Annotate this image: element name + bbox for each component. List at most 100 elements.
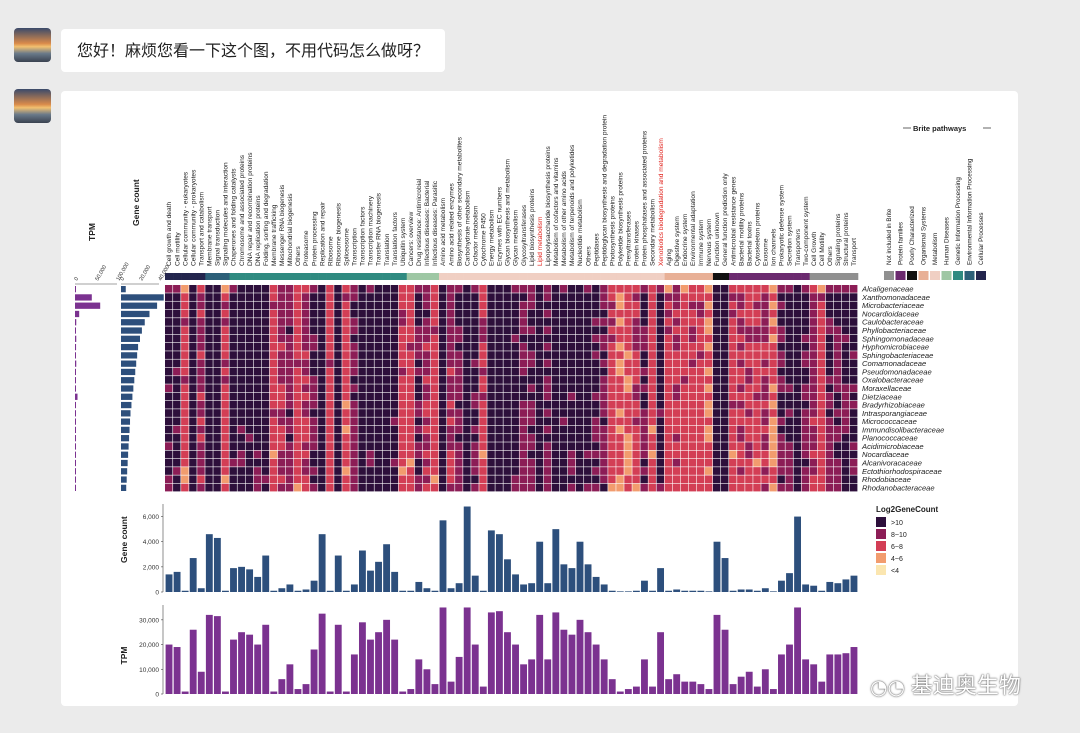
heatmap-cell xyxy=(430,450,439,459)
heatmap-cell xyxy=(237,334,245,343)
heatmap-cell xyxy=(664,467,673,475)
heatmap-cell xyxy=(680,425,689,434)
heatmap-cell xyxy=(390,392,399,401)
heatmap-cell xyxy=(398,309,407,318)
heatmap-cell xyxy=(165,450,173,459)
heatmap-cell xyxy=(511,318,519,326)
gene-count-bar xyxy=(197,588,205,592)
tpm-bar xyxy=(729,684,737,694)
heatmap-cell xyxy=(664,417,673,426)
heatmap-cell xyxy=(567,351,576,359)
heatmap-cell xyxy=(479,483,487,492)
heatmap-cell xyxy=(575,434,584,442)
heatmap-cell xyxy=(503,318,511,326)
heatmap-cell xyxy=(293,318,302,326)
heatmap-cell xyxy=(753,475,761,484)
user-avatar[interactable] xyxy=(14,28,51,62)
heatmap-cell xyxy=(825,342,834,351)
heatmap-cell xyxy=(463,285,471,293)
tpm-bar xyxy=(415,659,423,694)
pathway-label: Translation xyxy=(384,233,391,266)
heatmap-cell xyxy=(535,334,544,343)
message-image-card[interactable]: Cell growth and death Cell motility Cellul… xyxy=(61,91,1018,706)
heatmap-cell xyxy=(696,392,705,401)
heatmap-cell xyxy=(616,434,624,442)
heatmap-cell xyxy=(535,425,544,434)
heatmap-cell xyxy=(559,285,568,293)
heatmap-cell xyxy=(165,309,173,318)
heatmap-cell xyxy=(358,301,366,310)
heatmap-cell xyxy=(849,301,858,310)
tpm-bar xyxy=(254,644,262,694)
heatmap-cell xyxy=(551,384,560,393)
heatmap-cell xyxy=(664,475,673,484)
heatmap-cell xyxy=(753,417,761,426)
heatmap-cell xyxy=(495,400,503,409)
heatmap-cell xyxy=(479,392,487,401)
heatmap-cell xyxy=(382,367,391,376)
tpm-bar xyxy=(544,659,552,694)
heatmap-cell xyxy=(479,293,487,301)
heatmap-cell xyxy=(269,318,278,326)
heatmap-cell xyxy=(567,285,576,293)
heatmap-cell xyxy=(624,467,632,475)
heatmap-cell xyxy=(527,367,536,376)
heatmap-cell xyxy=(463,326,471,335)
heatmap-cell xyxy=(318,318,326,326)
user-avatar-2[interactable] xyxy=(14,89,51,123)
heatmap-cell xyxy=(575,442,584,450)
pathway-label: Transcription factors xyxy=(360,206,367,266)
heatmap-cell xyxy=(447,376,455,384)
heatmap-cell xyxy=(511,442,519,450)
heatmap-cell xyxy=(600,392,608,401)
heatmap-cell xyxy=(745,475,753,484)
heatmap-cell xyxy=(205,434,213,442)
heatmap-cell xyxy=(471,318,479,326)
heatmap-cell xyxy=(221,376,229,384)
heatmap-cell xyxy=(350,425,358,434)
heatmap-cell xyxy=(519,342,528,351)
heatmap-cell xyxy=(342,458,350,467)
tpm-bar xyxy=(270,691,278,694)
heatmap-cell xyxy=(769,342,777,351)
heatmap-cell xyxy=(414,434,423,442)
heatmap-cell xyxy=(197,409,205,417)
heatmap-cell xyxy=(535,409,544,417)
gene-count-bar xyxy=(592,576,600,592)
heatmap-cell xyxy=(237,409,245,417)
heatmap-cell xyxy=(438,334,447,343)
heatmap-cell xyxy=(503,400,511,409)
heatmap-cell xyxy=(253,285,262,293)
heatmap-cell xyxy=(672,293,681,301)
heatmap-cell xyxy=(334,334,342,343)
heatmap-cell xyxy=(261,376,270,384)
gene-count-bar xyxy=(600,584,608,592)
heatmap-cell xyxy=(503,384,511,393)
heatmap-cell xyxy=(592,318,600,326)
heatmap-cell xyxy=(438,450,447,459)
heatmap-cell xyxy=(616,458,624,467)
heatmap-cell xyxy=(471,285,479,293)
heatmap-cell xyxy=(712,483,721,492)
heatmap-cell xyxy=(358,318,366,326)
heatmap-cell xyxy=(447,285,455,293)
heatmap-cell xyxy=(825,376,834,384)
heatmap-cell xyxy=(310,442,318,450)
heatmap-cell xyxy=(559,351,568,359)
heatmap-cell xyxy=(672,434,681,442)
heatmap-cell xyxy=(793,458,801,467)
heatmap-cell xyxy=(753,334,761,343)
heatmap-cell xyxy=(318,425,326,434)
heatmap-cell xyxy=(745,334,753,343)
tpm-bar xyxy=(753,686,761,694)
category-strip-cell xyxy=(777,273,786,280)
category-strip-cell xyxy=(253,273,262,280)
heatmap-cell xyxy=(801,483,810,492)
category-strip-cell xyxy=(640,273,649,280)
heatmap-cell xyxy=(559,483,568,492)
heatmap-cell xyxy=(664,376,673,384)
heatmap-cell xyxy=(245,359,254,368)
heatmap-cell xyxy=(358,458,366,467)
pathway-label: Ubiquitin system xyxy=(400,217,407,266)
category-strip-cell xyxy=(366,273,375,280)
